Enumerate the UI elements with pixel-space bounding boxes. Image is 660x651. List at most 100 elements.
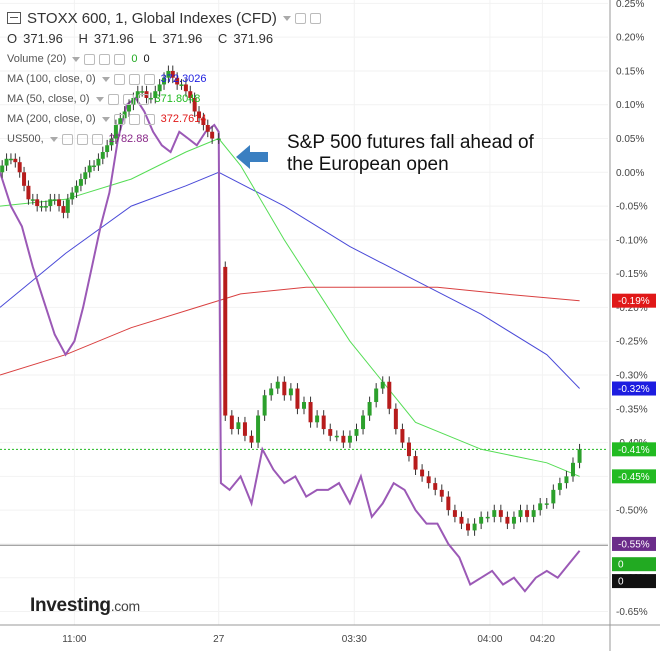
candle-body bbox=[531, 510, 536, 517]
candle-body bbox=[551, 489, 556, 504]
gear-icon[interactable] bbox=[99, 53, 111, 65]
candle-body bbox=[400, 429, 405, 443]
candle-body bbox=[242, 422, 247, 436]
candle-body bbox=[205, 125, 210, 132]
gear-icon[interactable] bbox=[128, 113, 140, 125]
eye-icon[interactable] bbox=[61, 133, 73, 145]
chart-legend: STOXX 600, 1, Global Indexes (CFD) O 371.… bbox=[7, 6, 321, 149]
y-tick-label: -0.05% bbox=[616, 202, 648, 213]
close-icon[interactable] bbox=[143, 113, 155, 125]
gear-icon[interactable] bbox=[122, 93, 134, 105]
y-tick-label: 0.15% bbox=[616, 66, 644, 77]
ohlc-open: O 371.96 bbox=[7, 31, 63, 46]
candle-body bbox=[22, 172, 27, 186]
chevron-down-icon[interactable] bbox=[101, 76, 110, 82]
candle-body bbox=[170, 70, 175, 78]
time-axis[interactable]: 11:00 27 03:30 04:00 04:20 bbox=[62, 634, 555, 645]
price-axis[interactable]: 0.25% 0.20% 0.15% 0.10% 0.05% 0.00% -0.05% -0.1… bbox=[616, 0, 648, 618]
indicator-label: Volume (20) bbox=[7, 53, 67, 65]
series-line bbox=[0, 96, 581, 593]
candle-body bbox=[413, 456, 418, 470]
logo-main: Investing bbox=[30, 595, 111, 616]
series-line bbox=[0, 171, 580, 389]
indicator-ma200[interactable]: MA (200, close, 0) 372.7614 bbox=[7, 109, 321, 129]
candle-body bbox=[4, 158, 9, 166]
candle-body bbox=[406, 442, 411, 457]
candle-body bbox=[288, 388, 293, 396]
gear-icon[interactable] bbox=[128, 73, 140, 85]
ohlc-values: O 371.96 H 371.96 L 371.96 C 371.96 bbox=[7, 31, 321, 49]
candle-body bbox=[87, 165, 92, 173]
eye-icon[interactable] bbox=[113, 73, 125, 85]
candle-body bbox=[0, 165, 5, 173]
price-tags: -0.19% -0.32% -0.41% -0.45% -0.55% 0 0 bbox=[612, 293, 656, 589]
candle-body bbox=[39, 206, 44, 208]
candle-body bbox=[302, 402, 306, 409]
candle-body bbox=[122, 111, 127, 119]
close-icon[interactable] bbox=[91, 133, 103, 145]
candle-body bbox=[308, 402, 313, 423]
candle-body bbox=[275, 381, 280, 389]
candle-body bbox=[43, 206, 48, 208]
x-tick-label: 03:30 bbox=[342, 634, 367, 645]
indicator-value: 372.3026 bbox=[160, 73, 207, 85]
candle-body bbox=[393, 408, 398, 430]
annotation-line-2: the European open bbox=[287, 154, 449, 175]
candle-body bbox=[479, 516, 484, 524]
eye-icon[interactable] bbox=[113, 113, 125, 125]
price-tag-label: -0.19% bbox=[618, 296, 650, 307]
eye-icon[interactable] bbox=[294, 12, 306, 24]
gear-icon[interactable] bbox=[309, 12, 321, 24]
candle-body bbox=[35, 199, 40, 207]
indicator-ma50[interactable]: MA (50, close, 0) 371.8048 bbox=[7, 89, 321, 109]
candle-body bbox=[17, 162, 22, 173]
collapse-icon[interactable] bbox=[7, 12, 21, 24]
ohlc-close: C 371.96 bbox=[217, 31, 274, 46]
ohlc-high: H 371.96 bbox=[78, 31, 134, 46]
candle-body bbox=[249, 435, 254, 443]
close-icon[interactable] bbox=[143, 73, 155, 85]
candle-body bbox=[511, 516, 516, 524]
candle-body bbox=[179, 84, 184, 86]
candle-body bbox=[144, 91, 149, 98]
chevron-down-icon[interactable] bbox=[95, 96, 104, 102]
indicator-label: MA (50, close, 0) bbox=[7, 93, 90, 105]
chart-title-row[interactable]: STOXX 600, 1, Global Indexes (CFD) bbox=[7, 6, 321, 30]
indicator-value-2: 0 bbox=[143, 53, 150, 65]
candle-body bbox=[166, 70, 171, 78]
annotation-arrow bbox=[236, 145, 268, 169]
eye-icon[interactable] bbox=[107, 93, 119, 105]
candle-body bbox=[269, 388, 274, 396]
candle-body bbox=[492, 510, 497, 517]
gear-icon[interactable] bbox=[76, 133, 88, 145]
candle-body bbox=[13, 158, 18, 163]
indicator-label: US500, bbox=[7, 133, 44, 145]
candle-body bbox=[347, 435, 352, 443]
candle-body bbox=[57, 199, 62, 207]
close-icon[interactable] bbox=[137, 93, 149, 105]
x-tick-label: 27 bbox=[213, 634, 225, 645]
y-tick-label: -0.25% bbox=[616, 337, 648, 348]
candle-body bbox=[564, 476, 569, 484]
candle-body bbox=[175, 77, 180, 85]
eye-icon[interactable] bbox=[84, 53, 96, 65]
price-tag-label: -0.45% bbox=[618, 472, 650, 483]
indicator-us500[interactable]: US500, 2782.88 bbox=[7, 129, 321, 149]
candle-body bbox=[571, 462, 576, 477]
indicator-volume[interactable]: Volume (20) 0 0 bbox=[7, 49, 321, 69]
indicator-label: MA (100, close, 0) bbox=[7, 73, 96, 85]
price-tag-label: -0.55% bbox=[618, 539, 650, 550]
price-tag-bg bbox=[612, 293, 656, 308]
indicator-ma100[interactable]: MA (100, close, 0) 372.3026 bbox=[7, 69, 321, 89]
candle-body bbox=[74, 185, 79, 193]
chevron-down-icon[interactable] bbox=[72, 56, 81, 62]
chevron-down-icon[interactable] bbox=[282, 15, 291, 21]
chevron-down-icon[interactable] bbox=[101, 116, 110, 122]
annotation-line-1: S&P 500 futures fall ahead of bbox=[287, 132, 534, 153]
chevron-down-icon[interactable] bbox=[49, 136, 58, 142]
candle-body bbox=[328, 429, 333, 436]
y-tick-label: -0.30% bbox=[616, 371, 648, 382]
close-icon[interactable] bbox=[114, 53, 126, 65]
price-tag-bg bbox=[612, 557, 656, 572]
